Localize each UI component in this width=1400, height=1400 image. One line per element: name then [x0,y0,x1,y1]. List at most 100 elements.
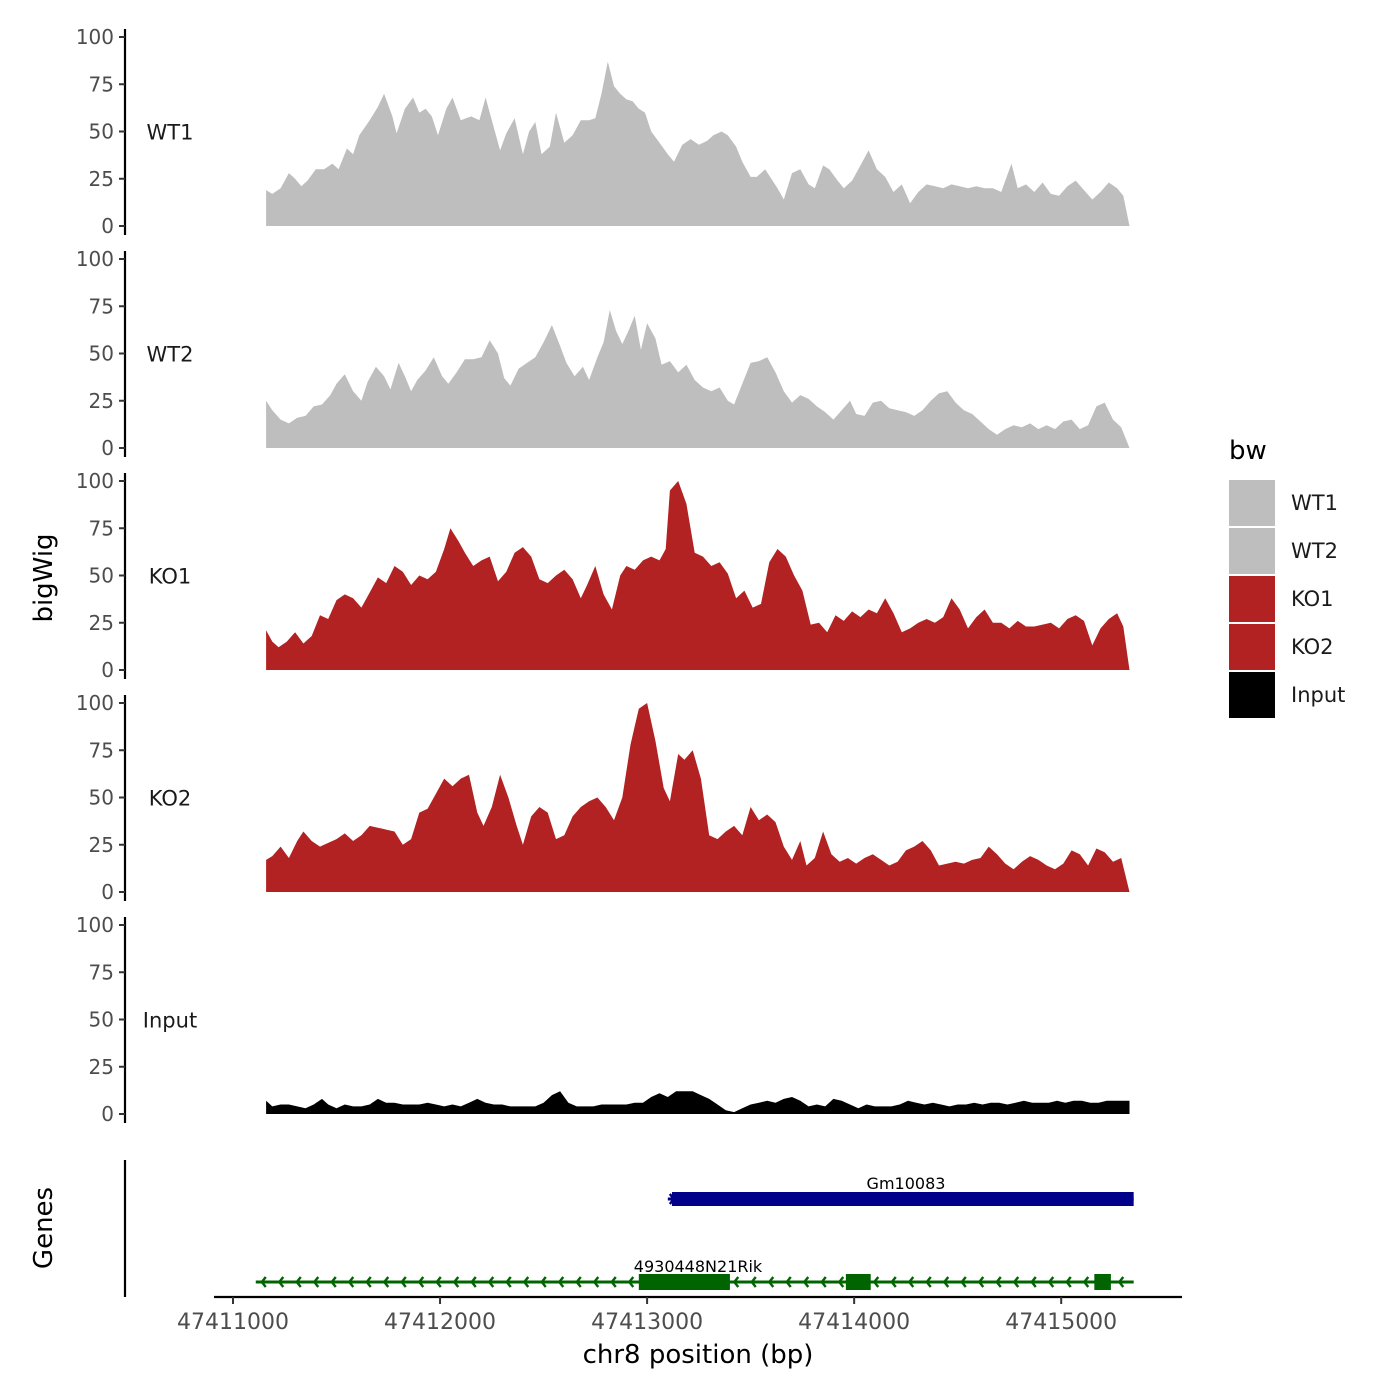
strand-arrow [1012,1276,1020,1288]
coverage-area-wt2 [266,310,1130,448]
track-label-ko1: KO1 [149,565,192,589]
y-tick-label: 50 [89,120,114,144]
strand-arrow [592,1276,600,1288]
y-tick-label: 75 [89,738,114,762]
legend-swatch-ko2 [1229,624,1275,670]
strand-arrow [1082,1276,1090,1288]
y-tick-label: 50 [89,342,114,366]
strand-arrow [890,1276,897,1288]
strand-arrow [820,1276,827,1288]
strand-arrow [1047,1276,1055,1288]
strand-arrow [977,1276,985,1288]
strand-arrow [277,1276,285,1288]
strand-arrow [452,1276,460,1288]
strand-arrow [767,1276,775,1288]
strand-arrow [995,1276,1002,1288]
gene-track: Gm10083 4930448N21Rik [123,1160,1134,1297]
y-tick-label: 75 [89,72,114,96]
track-wt1: 0 25 50 75 100 WT1 [76,25,1130,238]
strand-arrow [487,1276,495,1288]
strand-arrow [382,1276,390,1288]
track-wt2: 0 25 50 75 100 WT2 [76,247,1130,460]
strand-arrow [872,1276,880,1288]
strand-arrow [610,1276,617,1288]
gene-exon [845,1274,871,1290]
strand-arrow [802,1276,810,1288]
coverage-area-ko1 [266,481,1130,670]
gene-exon [638,1274,730,1290]
strand-arrow [627,1276,635,1288]
y-tick-label: 25 [89,833,114,857]
strand-arrow [942,1276,950,1288]
coverage-area-ko2 [266,703,1130,892]
strand-arrow [1065,1276,1072,1288]
x-axis-title: chr8 position (bp) [583,1340,814,1370]
track-ko1: 0 25 50 75 100 KO1 [76,469,1130,682]
strand-arrow [400,1276,407,1288]
y-tick-label: 0 [101,880,114,904]
strand-arrow [470,1276,477,1288]
y-tick-label: 25 [89,611,114,635]
y-tick-label: 50 [89,1008,114,1032]
strand-arrow [330,1276,337,1288]
x-tick-label: 47414000 [798,1310,910,1335]
strand-arrow [575,1276,582,1288]
strand-arrow [365,1276,372,1288]
y-tick-label: 25 [89,1055,114,1079]
strand-arrow [312,1276,320,1288]
strand-arrow [347,1276,355,1288]
gene-label: Gm10083 [867,1174,946,1193]
strand-arrow [417,1276,425,1288]
strand-arrow [260,1276,267,1288]
legend-title: bw [1229,436,1267,466]
strand-arrow [785,1276,792,1288]
strand-arrow [925,1276,932,1288]
strand-arrow [750,1276,757,1288]
gene-label: 4930448N21Rik [634,1257,763,1276]
y-tick-label: 100 [76,247,114,271]
legend-label-wt2: WT2 [1291,539,1338,563]
coverage-area-wt1 [266,61,1130,226]
x-axis: 47411000 47412000 47413000 47414000 47415000 [177,1295,1182,1335]
strand-arrow [732,1276,740,1288]
y-tick-label: 75 [89,960,114,984]
strand-arrow [540,1276,547,1288]
y-tick-label: 25 [89,167,114,191]
x-tick-label: 47413000 [591,1310,703,1335]
y-tick-label: 100 [76,913,114,937]
y-tick-label: 25 [89,389,114,413]
y-tick-label: 0 [101,1102,114,1126]
gene-4930448n21rik: 4930448N21Rik [255,1257,1134,1290]
gene-exon [671,1192,1134,1206]
strand-arrow [837,1276,845,1288]
y-tick-label: 50 [89,786,114,810]
strand-arrow [907,1276,915,1288]
legend-label-ko2: KO2 [1291,635,1334,659]
coverage-tracks: 0255075100WT10255075100WT20255075100KO10… [76,25,1130,1126]
gene-exon [1094,1274,1111,1290]
y-tick-label: 0 [101,214,114,238]
strand-arrow [522,1276,530,1288]
legend-swatch-ko1 [1229,576,1275,622]
gene-gm10083: Gm10083 [667,1174,1134,1206]
y-tick-label: 75 [89,516,114,540]
legend-label-wt1: WT1 [1291,491,1338,515]
legend: bw WT1 WT2 KO1 KO2 Input [1229,436,1345,718]
x-tick-label: 47415000 [1005,1310,1117,1335]
strand-arrow [557,1276,565,1288]
legend-swatch-input [1229,672,1275,718]
strand-arrow [960,1276,967,1288]
y-tick-label: 100 [76,691,114,715]
track-label-ko2: KO2 [149,787,192,811]
legend-label-ko1: KO1 [1291,587,1334,611]
y-tick-label: 0 [101,658,114,682]
strand-arrow [435,1276,442,1288]
legend-swatch-wt2 [1229,528,1275,574]
y-tick-label: 50 [89,564,114,588]
track-ko2: 0 25 50 75 100 KO2 [76,691,1130,904]
track-input: 0 25 50 75 100 Input [76,913,1130,1126]
y-tick-label: 100 [76,25,114,49]
strand-arrow [1030,1276,1037,1288]
x-tick-label: 47411000 [177,1310,289,1335]
